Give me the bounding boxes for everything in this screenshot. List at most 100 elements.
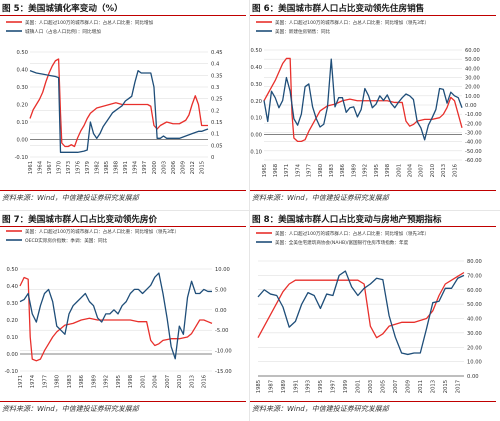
figure-8-series-line-1 [257, 271, 465, 339]
figure-8-x-tick-label: 1989 [281, 380, 287, 393]
figure-7-y-right-tick-label: 0.00 [215, 308, 227, 314]
figure-5-y-right-tick-label: 0.1 [211, 132, 219, 138]
figure-6-y-left-tick-label: 0.00 [250, 133, 262, 139]
figure-5-y-right-tick-label: 0.2 [211, 108, 219, 114]
figure-6-legend-item-2: 美国：新建住房销售：同比 [256, 28, 331, 35]
figure-5-y-left-tick-label: 0.40 [16, 68, 28, 74]
figure-5-panel: 图 5：美国城镇化率变动（%） 美国：人口超过100万的城市群人口：占总人口比重… [0, 0, 250, 210]
figure-6-series-line-2 [263, 58, 463, 141]
figure-5-chart: 美国：人口超过100万的城市群人口：占总人口比重：同比增加城镇人口（占总人口比例… [6, 19, 223, 174]
figure-6-x-tick-label: 2001 [396, 164, 402, 177]
figure-8-y-right-tick-label: 0.00 [467, 374, 479, 380]
figure-8-y-right-tick-label: 10.00 [467, 360, 482, 366]
figure-7-x-tick-label: 1977 [42, 375, 48, 388]
figure-7-legend-label-2: OECD实际房价指数：季调：美国：同比 [25, 237, 108, 244]
figure-8-x-tick-label: 2007 [393, 380, 399, 393]
figure-6-x-tick-label: 2007 [419, 164, 425, 177]
figure-7-series-line-1 [19, 276, 213, 362]
figure-5-legend-label-2: 城镇人口（占总人口比例）：同比增加 [25, 28, 101, 35]
figure-6-title: 图 6：美国城市群人口占比变动领先住房销售 [252, 4, 425, 14]
figure-6-legend-label-1: 美国：人口超过100万的城市群人口：占总人口比重：同比增加（领先3年） [275, 19, 429, 26]
figure-5-y-left-tick-label: 0.30 [16, 85, 28, 91]
figure-7-x-tick-label: 1971 [18, 375, 24, 388]
figure-7-title: 图 7：美国城市群人口占比变动领先房价 [2, 215, 158, 225]
figure-6-series-line-1 [263, 57, 463, 143]
figure-7-x-tick-label: 1998 [128, 375, 134, 388]
figure-8-x-tick-label: 2013 [431, 380, 437, 393]
figure-5-x-tick-label: 1973 [66, 161, 72, 174]
figure-8-y-right-tick-label: 60.00 [467, 288, 482, 294]
figure-8-series-line-2 [257, 270, 465, 356]
figure-5-source: 资料来源：Wind，中信建投证券研究发展部 [2, 194, 139, 202]
figure-7-x-tick-label: 1974 [30, 374, 36, 388]
figure-8-y-right-tick-label: 80.00 [467, 259, 482, 265]
figure-7-x-tick-label: 2007 [165, 375, 171, 388]
figure-7-source: 资料来源：Wind，中信建投证券研究发展部 [2, 405, 139, 413]
figure-8-y-right-tick-label: 20.00 [467, 345, 482, 351]
figure-5-x-tick-label: 1991 [123, 161, 129, 174]
figure-5-y-right-tick-label: 0.25 [211, 97, 223, 103]
figure-5-y-right-tick-label: 0.35 [211, 73, 223, 79]
figure-8-x-tick-label: 1997 [331, 380, 337, 393]
figure-6-y-right-tick-label: -50.00 [465, 149, 482, 155]
figure-5-x-tick-label: 1979 [85, 161, 91, 174]
figure-7-y-left-tick-label: 0.50 [6, 267, 18, 273]
figure-6-y-right-tick-label: 30.00 [465, 76, 480, 82]
figure-8-title-rule [250, 226, 496, 227]
figure-8-legend-item-2: 美国：全美住宅建筑商协会(NAHB)/富国银行住房市场指数：年度 [256, 239, 409, 246]
figure-8-x-tick-label: 2011 [418, 380, 424, 393]
figure-7-x-tick-label: 1983 [67, 375, 73, 388]
figure-6-y-left-tick-label: -0.10 [250, 150, 262, 156]
figure-6-x-tick-label: 1983 [329, 164, 335, 177]
figure-7-x-tick-label: 1995 [116, 375, 122, 388]
figure-8-source-rule [250, 401, 496, 402]
figure-7-y-left-tick-label: 0.10 [6, 335, 18, 341]
figure-8-title: 图 8：美国城市群人口占比变动与房地产预期指标 [252, 215, 442, 225]
figure-6-x-tick-label: 1986 [340, 164, 346, 177]
figure-5-x-tick-label: 1997 [142, 161, 148, 174]
figure-7-x-tick-label: 2010 [177, 375, 183, 388]
figure-8-x-tick-label: 2003 [368, 380, 374, 393]
figure-8-y-right-tick-label: 40.00 [467, 317, 482, 323]
figure-7-chart: 美国：人口超过100万的城市群人口：占总人口比重：同比增加（领先3年） OECD实… [5, 228, 232, 388]
figure-7-x-tick-label: 1986 [79, 375, 85, 388]
figure-6-x-tick-label: 1995 [374, 164, 380, 177]
figure-8-legend-label-1: 美国：人口超过100万的城市群人口：占总人口比重：同比增加（领先3年） [275, 230, 429, 237]
figure-6-y-left-tick-label: 0.40 [250, 65, 262, 71]
figure-7-legend-item-1: 美国：人口超过100万的城市群人口：占总人口比重：同比增加（领先3年） [6, 228, 179, 235]
figure-8-x-tick-label: 2009 [406, 380, 412, 393]
figure-5-x-tick-label: 1961 [28, 161, 34, 174]
figure-7-x-tick-label: 2013 [189, 375, 195, 388]
figure-8-x-tick-label: 1995 [318, 380, 324, 393]
figure-6-y-right-tick-label: -30.00 [465, 131, 482, 137]
figure-6-y-right-tick-label: -60.00 [465, 158, 482, 164]
figure-8-x-tick-label: 2015 [443, 380, 449, 393]
figure-5-y-right-tick-label: 0.15 [211, 120, 223, 126]
figure-5-y-right-tick-label: 0.3 [211, 85, 219, 91]
figure-5-x-tick-label: 1994 [133, 160, 139, 174]
figure-7-source-rule [0, 401, 246, 402]
figure-5-legend-item-2: 城镇人口（占总人口比例）：同比增加 [6, 28, 101, 35]
figure-7-panel: 图 7：美国城市群人口占比变动领先房价 美国：人口超过100万的城市群人口：占总… [0, 211, 250, 421]
figure-7-y-left-tick-label: -0.10 [5, 369, 18, 375]
figure-8-y-right-tick-label: 50.00 [467, 302, 482, 308]
figure-6-y-left-tick-label: 0.20 [250, 99, 262, 105]
figure-5-x-tick-label: 1988 [114, 161, 120, 174]
figure-7-x-tick-label: 1989 [91, 375, 97, 388]
figure-8-x-tick-label: 1993 [306, 380, 312, 393]
figure-5-title: 图 5：美国城镇化率变动（%） [2, 4, 123, 14]
figure-8-x-tick-label: 2017 [456, 380, 462, 393]
figure-7-y-left-tick-label: 0.30 [6, 301, 18, 307]
figure-5-x-tick-label: 2012 [190, 161, 196, 174]
figure-5-y-right-tick-label: 0.4 [211, 62, 220, 68]
figure-8-x-tick-label: 1987 [268, 380, 274, 393]
figure-6-x-tick-label: 2004 [407, 163, 413, 177]
figure-6-source-rule [250, 190, 496, 191]
panel-divider-horizontal [0, 210, 500, 211]
figure-6-x-tick-label: 1989 [351, 164, 357, 177]
figure-5-x-tick-label: 2000 [152, 161, 158, 174]
figure-5-y-left-tick-label: 0.10 [16, 120, 28, 126]
figure-6-x-tick-label: 1977 [307, 164, 313, 177]
figure-8-x-tick-label: 1991 [293, 380, 299, 393]
figure-7-y-right-tick-label: 10.00 [215, 267, 230, 273]
